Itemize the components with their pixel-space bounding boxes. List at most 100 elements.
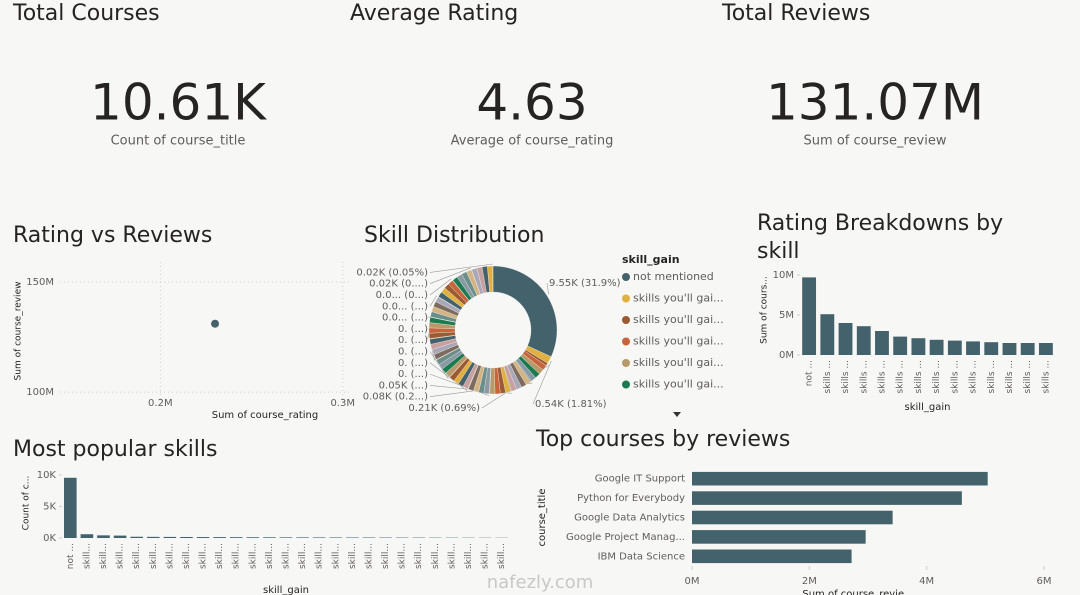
bar [692,491,962,505]
bar [838,323,853,355]
slice-label: 0. (...) [398,369,428,380]
slice-label: 0. (...) [398,324,428,335]
y-tick-label: 5M [779,310,794,321]
card-value: 10.61K [90,74,267,132]
x-tick-label: skill... [497,543,507,569]
bar [263,537,276,538]
chart-title: Skill Distribution [364,223,544,248]
x-tick-label: 0M [685,576,700,587]
y-axis-title: Sum of cours... [760,276,770,344]
bar [296,537,309,538]
x-tick-label: skills ... [896,360,906,394]
x-tick-label: skill... [248,543,258,569]
x-tick-label: skills ... [987,360,997,394]
slice-label: 0.02K (0.05%) [356,267,428,278]
x-tick-label: skills ... [950,360,960,394]
bar [893,336,908,355]
slice-label: 0.05K (...) [379,380,428,391]
y-tick-label: 10K [37,470,57,481]
legend-swatch [622,337,630,346]
card-title: Total Courses [12,1,160,26]
bar [1020,343,1035,355]
bar [80,534,94,538]
slice-label: 0. (...) [398,335,428,346]
x-tick-label: skill... [298,543,308,569]
bar [947,340,962,355]
legend-swatch [622,359,630,367]
bar [113,535,127,538]
bar [229,537,243,538]
leader-line [546,282,549,295]
x-tick-label: not ... [805,360,815,386]
legend-label: skills you'll gai... [633,335,724,348]
bar [180,536,193,538]
legend-swatch [622,380,630,389]
x-tick-label: skill... [265,543,275,569]
leader-line [532,360,552,405]
bar [820,314,835,355]
x-tick-label: skill... [364,543,374,569]
x-axis-title: Sum of course_rating [212,410,318,421]
x-tick-label: skill... [331,543,341,569]
x-tick-label: skill... [381,543,391,569]
x-tick-label: skills ... [877,360,887,394]
x-tick-label: skills ... [1041,360,1051,394]
bar [163,536,177,538]
legend-swatch [622,294,630,303]
x-tick-label: 0.3M [330,398,355,409]
bar [246,537,260,538]
leader-line [429,362,468,392]
x-tick-label: skills ... [1023,360,1033,394]
x-tick-label: 4M [919,576,934,587]
bar [213,537,226,538]
card-title: Total Reviews [721,1,870,26]
slice-label: 0.08K (0.2...) [363,392,428,403]
x-tick-label: skills ... [969,360,979,394]
legend-scroll-arrow[interactable] [673,412,681,417]
bar [692,549,852,564]
x-tick-label: skill... [464,543,474,569]
x-tick-label: skill... [199,543,209,569]
slice-label: 0. (...) [398,358,428,369]
x-tick-label: skill... [315,543,325,569]
leader-line [429,351,449,379]
card-value: 131.07M [766,74,984,132]
legend-label: skills you'll gai... [633,292,724,305]
bar [279,537,293,538]
pie-slice [492,265,558,357]
bar [329,537,343,538]
bar [692,530,866,544]
leader-line [429,278,452,296]
slice-label: 0.02K (0....) [369,279,428,290]
bar [802,277,817,355]
bar [130,536,143,538]
bar [97,535,110,538]
watermark: nafezly.com [487,572,594,593]
y-tick-label: Google IT Support [595,474,685,485]
bar [63,477,77,538]
y-tick-label: Python for Everybody [577,493,685,504]
chart-title: Top courses by reviews [535,427,790,452]
x-tick-label: skills ... [841,360,851,394]
legend-swatch [622,273,630,281]
leader-line [429,263,493,273]
bar [911,338,926,355]
y-tick-label: Google Project Manag... [566,532,685,543]
legend-label: skills you'll gai... [633,313,724,326]
x-axis-title: skill_gain [263,585,309,595]
x-tick-label: skill... [182,543,192,569]
y-tick-label: 150M [26,277,54,288]
bar [966,341,980,355]
bar [312,537,326,538]
leader-line [429,295,437,307]
x-tick-label: skills ... [823,360,833,394]
x-tick-label: skills ... [914,360,924,394]
card-caption: Count of course_title [111,134,246,149]
bar [1002,343,1017,355]
x-tick-label: skill... [82,543,92,569]
x-tick-label: skill... [215,543,225,569]
scatter-point [211,319,220,328]
x-tick-label: skill... [398,543,408,569]
x-tick-label: skill... [348,543,358,569]
